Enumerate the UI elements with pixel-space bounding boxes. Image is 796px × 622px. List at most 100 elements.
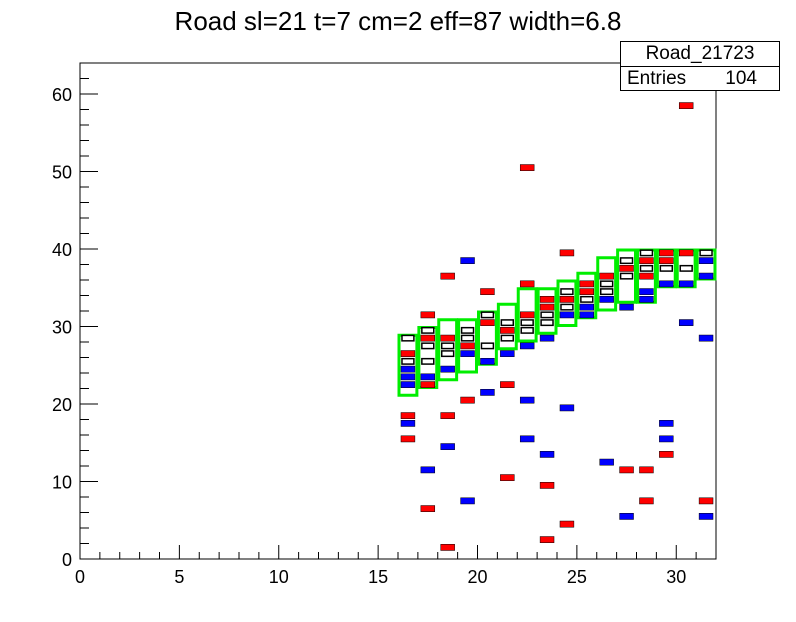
- hit-marker-blue: [599, 296, 614, 303]
- hit-marker-red: [639, 497, 654, 505]
- hit-marker-black: [480, 311, 495, 319]
- hit-marker-blue: [440, 365, 455, 373]
- hit-marker-blue: [599, 458, 614, 466]
- hit-marker-black: [440, 350, 455, 358]
- hit-marker-red: [698, 497, 714, 505]
- hit-marker-red: [400, 412, 416, 419]
- stats-histogram-name: Road_21723: [621, 42, 779, 67]
- hit-marker-red: [659, 257, 674, 264]
- hit-marker-black: [460, 326, 475, 334]
- road-box: [556, 279, 578, 327]
- hit-marker-blue: [400, 420, 416, 427]
- hit-marker-blue: [500, 350, 515, 357]
- hit-marker-red: [500, 474, 515, 481]
- hit-marker-red: [420, 334, 436, 342]
- road-box: [596, 256, 618, 312]
- hit-marker-red: [678, 102, 694, 109]
- hit-marker-blue: [440, 443, 455, 450]
- hit-marker-blue: [400, 365, 416, 373]
- stats-entries-label: Entries: [627, 68, 687, 89]
- hit-marker-black: [679, 264, 693, 272]
- hit-marker-red: [440, 334, 455, 342]
- hit-marker-blue: [539, 334, 555, 342]
- hit-marker-black: [639, 249, 654, 257]
- road-box: [457, 318, 478, 374]
- hit-marker-black: [520, 326, 534, 334]
- hit-marker-black: [480, 342, 495, 350]
- hit-marker-red: [659, 451, 674, 458]
- hit-marker-red: [639, 466, 654, 474]
- hit-marker-blue: [659, 420, 674, 427]
- chart-title: Road sl=21 t=7 cm=2 eff=87 width=6.8: [174, 6, 622, 36]
- hit-marker-black: [540, 319, 554, 327]
- hit-marker-blue: [659, 280, 674, 288]
- hit-marker-blue: [400, 373, 416, 381]
- plot-frame: [79, 62, 717, 560]
- hit-marker-blue: [539, 451, 555, 458]
- hit-marker-red: [440, 544, 455, 551]
- hit-marker-red: [539, 296, 555, 303]
- hit-marker-black: [460, 334, 475, 342]
- y-tick-label: 30: [52, 318, 72, 338]
- hit-marker-black: [421, 357, 435, 365]
- hit-marker-blue: [698, 513, 714, 520]
- hit-marker-red: [440, 272, 455, 280]
- hit-marker-red: [400, 350, 416, 357]
- x-tick-label: 25: [567, 567, 587, 587]
- hit-marker-red: [500, 381, 515, 388]
- hit-marker-black: [560, 288, 574, 296]
- stats-entries-value: 104: [725, 68, 757, 89]
- hit-marker-red: [440, 412, 455, 419]
- hit-marker-blue: [579, 303, 595, 311]
- hit-marker-blue: [698, 334, 714, 342]
- hit-marker-red: [559, 249, 575, 257]
- hit-marker-red: [500, 327, 515, 334]
- hit-marker-red: [559, 520, 575, 528]
- y-tick-label: 40: [52, 240, 72, 260]
- hit-marker-red: [579, 280, 595, 288]
- x-tick-label: 5: [174, 567, 184, 587]
- hit-marker-blue: [460, 497, 475, 505]
- hit-marker-blue: [519, 396, 535, 404]
- hit-marker-red: [619, 466, 634, 474]
- hit-marker-red: [539, 536, 555, 543]
- hit-marker-blue: [460, 257, 475, 264]
- hit-marker-black: [580, 295, 594, 303]
- hit-marker-black: [421, 342, 435, 350]
- hit-marker-red: [460, 342, 475, 350]
- hit-marker-black: [421, 326, 435, 334]
- road-box: [616, 248, 637, 304]
- hit-marker-blue: [678, 319, 694, 326]
- hit-marker-red: [639, 272, 654, 280]
- hit-marker-black: [560, 303, 574, 311]
- hit-marker-red: [539, 482, 555, 489]
- x-tick-label: 15: [368, 567, 388, 587]
- stats-entries-row: Entries 104: [621, 67, 779, 91]
- hit-marker-black: [639, 264, 654, 272]
- road-box: [576, 271, 598, 320]
- hit-marker-blue: [639, 288, 654, 295]
- hit-marker-blue: [559, 311, 575, 319]
- hit-marker-black: [619, 272, 634, 280]
- x-tick-label: 30: [666, 567, 686, 587]
- hit-marker-red: [519, 280, 535, 288]
- hit-marker-red: [639, 257, 654, 264]
- hit-marker-blue: [519, 342, 535, 350]
- hit-marker-black: [540, 311, 554, 319]
- y-tick-label: 10: [52, 473, 72, 493]
- hit-marker-black: [500, 319, 515, 327]
- hit-marker-blue: [400, 381, 416, 388]
- hit-marker-red: [619, 265, 634, 272]
- hit-marker-blue: [698, 272, 714, 280]
- hit-marker-blue: [639, 296, 654, 303]
- hit-marker-blue: [619, 303, 634, 311]
- hit-marker-red: [420, 505, 436, 512]
- hit-marker-black: [659, 264, 674, 272]
- hit-marker-red: [400, 435, 416, 443]
- hit-marker-blue: [519, 435, 535, 443]
- y-tick-label: 50: [52, 163, 72, 183]
- hit-marker-black: [699, 249, 713, 257]
- hit-marker-red: [420, 311, 436, 319]
- hit-marker-blue: [579, 311, 595, 319]
